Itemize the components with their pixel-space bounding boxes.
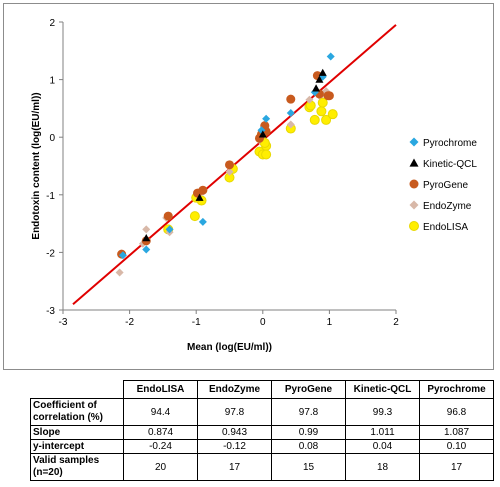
data-point-kinetic-qcl xyxy=(315,75,324,83)
table-cell: 1.011 xyxy=(345,425,420,440)
x-tick-label: 2 xyxy=(393,317,399,328)
legend-marker-pyrochrome xyxy=(409,137,419,147)
legend-label-pyrogene: PyroGene xyxy=(423,180,468,191)
x-tick-label: 1 xyxy=(327,317,333,328)
y-tick-label: 2 xyxy=(49,18,55,29)
row-label: Slope xyxy=(30,425,124,440)
table-cell: 1.087 xyxy=(419,425,494,440)
table-header-kinetic-qcl: Kinetic-QCL xyxy=(345,380,420,399)
legend-label-endozyme: EndoZyme xyxy=(423,201,472,212)
legend-label-endolisa: EndoLISA xyxy=(423,222,468,233)
data-point-endolisa xyxy=(261,149,272,160)
data-point-pyrochrome xyxy=(142,245,151,254)
row-label: y-intercept xyxy=(30,439,124,454)
legend-marker-endolisa xyxy=(409,221,419,231)
table-cell: 0.943 xyxy=(197,425,272,440)
data-point-pyrogene xyxy=(225,160,234,170)
legend-marker-kinetic-qcl xyxy=(409,158,419,167)
y-tick-label: 0 xyxy=(49,133,55,144)
table-cell: 94.4 xyxy=(123,398,198,426)
data-point-endolisa xyxy=(317,97,328,108)
data-point-endozyme xyxy=(142,225,151,234)
data-point-pyrochrome xyxy=(118,251,127,260)
x-axis-title: Mean (log(EU/ml)) xyxy=(187,342,272,353)
table-cell: -0.24 xyxy=(123,439,198,454)
statistics-table: EndoLISA EndoZyme PyroGene Kinetic-QCL P… xyxy=(30,380,494,481)
table-row-correlation: Coefficient of correlation (%) 94.4 97.8… xyxy=(30,398,494,426)
row-label: Valid samples (n=20) xyxy=(30,453,124,481)
table-cell: 97.8 xyxy=(197,398,272,426)
data-point-pyrogene xyxy=(163,211,173,221)
data-point-endozyme xyxy=(305,95,314,104)
y-tick-label: -1 xyxy=(46,191,55,202)
legend-label-kinetic-qcl: Kinetic-QCL xyxy=(423,159,477,170)
table-cell: 20 xyxy=(123,453,198,481)
data-point-endolisa xyxy=(309,114,320,125)
data-point-endozyme xyxy=(286,120,295,129)
data-point-kinetic-qcl xyxy=(258,130,267,138)
y-tick-label: 1 xyxy=(49,76,55,87)
data-point-endolisa xyxy=(327,109,338,120)
data-point-pyrochrome xyxy=(165,225,174,234)
data-point-pyrochrome xyxy=(198,217,207,226)
table-header-endozyme: EndoZyme xyxy=(197,380,272,399)
table-header-pyrochrome: Pyrochrome xyxy=(419,380,494,399)
table-cell: 18 xyxy=(345,453,420,481)
data-point-pyrogene xyxy=(286,94,296,104)
table-row-slope: Slope 0.874 0.943 0.99 1.011 1.087 xyxy=(30,425,494,440)
table-cell: 0.874 xyxy=(123,425,198,440)
x-tick-label: 0 xyxy=(260,317,266,328)
table-cell: 0.10 xyxy=(419,439,494,454)
table-cell: 0.08 xyxy=(271,439,346,454)
data-point-pyrochrome xyxy=(286,109,295,118)
y-tick-label: -3 xyxy=(46,306,55,317)
data-point-endolisa xyxy=(321,114,332,125)
table-cell: 97.8 xyxy=(271,398,346,426)
table-cell: 17 xyxy=(419,453,494,481)
y-axis-title: Endotoxin content (log(EU/ml)) xyxy=(31,92,42,239)
data-point-endolisa xyxy=(316,106,327,117)
table-cell: 0.04 xyxy=(345,439,420,454)
table-header-pyrogene: PyroGene xyxy=(271,380,346,399)
table-cell: 0.99 xyxy=(271,425,346,440)
scatter-chart: -3 -2 -1 0 1 2 2 1 0 -1 -2 -3 Mean (log(EU/ml)) Endot… xyxy=(31,18,477,353)
x-tick-label: -2 xyxy=(125,317,134,328)
data-point-pyrochrome xyxy=(326,52,335,61)
legend-label-pyrochrome: Pyrochrome xyxy=(423,138,477,149)
data-point-pyrogene xyxy=(323,91,333,101)
data-point-endozyme xyxy=(225,167,234,176)
table-header-endolisa: EndoLISA xyxy=(123,380,198,399)
table-row-valid-samples: Valid samples (n=20) 20 17 15 18 17 xyxy=(30,453,494,481)
table-cell: -0.12 xyxy=(197,439,272,454)
table-cell: 96.8 xyxy=(419,398,494,426)
data-point-kinetic-qcl xyxy=(195,193,204,201)
data-point-kinetic-qcl xyxy=(318,68,327,76)
data-point-endolisa xyxy=(189,211,200,222)
x-tick-label: -1 xyxy=(192,317,201,328)
x-tick-label: -3 xyxy=(59,317,68,328)
table-cell: 17 xyxy=(197,453,272,481)
table-cell: 99.3 xyxy=(345,398,420,426)
legend-marker-endozyme xyxy=(409,200,419,210)
data-point-pyrochrome xyxy=(262,114,271,123)
table-row-intercept: y-intercept -0.24 -0.12 0.08 0.04 0.10 xyxy=(30,439,494,454)
table-header-corner xyxy=(30,380,124,399)
legend-marker-pyrogene xyxy=(409,179,419,189)
y-tick-label: -2 xyxy=(46,248,55,259)
table-cell: 15 xyxy=(271,453,346,481)
data-point-kinetic-qcl xyxy=(142,234,151,242)
row-label: Coefficient of correlation (%) xyxy=(30,398,124,426)
data-point-endozyme xyxy=(115,268,124,277)
data-point-kinetic-qcl xyxy=(312,84,321,92)
table-header-row: EndoLISA EndoZyme PyroGene Kinetic-QCL P… xyxy=(30,380,494,399)
